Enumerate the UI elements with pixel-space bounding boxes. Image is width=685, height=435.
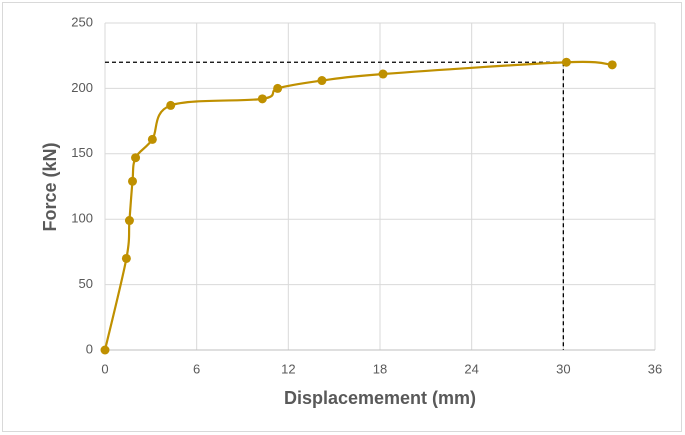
data-point [131,153,141,163]
data-point [273,83,283,93]
data-point [561,57,571,67]
y-tick-label: 250 [71,14,93,29]
data-point [147,134,157,144]
x-tick-label: 0 [101,361,108,376]
data-point [100,345,110,355]
y-tick-label: 0 [86,341,93,356]
data-point [124,216,134,226]
data-point [166,100,176,110]
x-tick-label: 36 [648,361,662,376]
x-tick-label: 12 [281,361,295,376]
y-tick-label: 100 [71,211,93,226]
data-point [128,176,137,186]
y-axis-title: Force (kN) [40,142,60,231]
x-tick-label: 24 [464,361,478,376]
data-point [317,76,327,86]
y-tick-label: 150 [71,145,93,160]
data-point [378,69,388,79]
data-point [257,94,267,104]
y-tick-label: 200 [71,80,93,95]
x-tick-label: 18 [373,361,387,376]
x-axis-title: Displacemement (mm) [284,388,476,408]
data-point [121,253,131,263]
y-tick-label: 50 [79,276,93,291]
data-point [607,60,617,70]
x-tick-label: 6 [193,361,200,376]
x-tick-label: 30 [556,361,570,376]
